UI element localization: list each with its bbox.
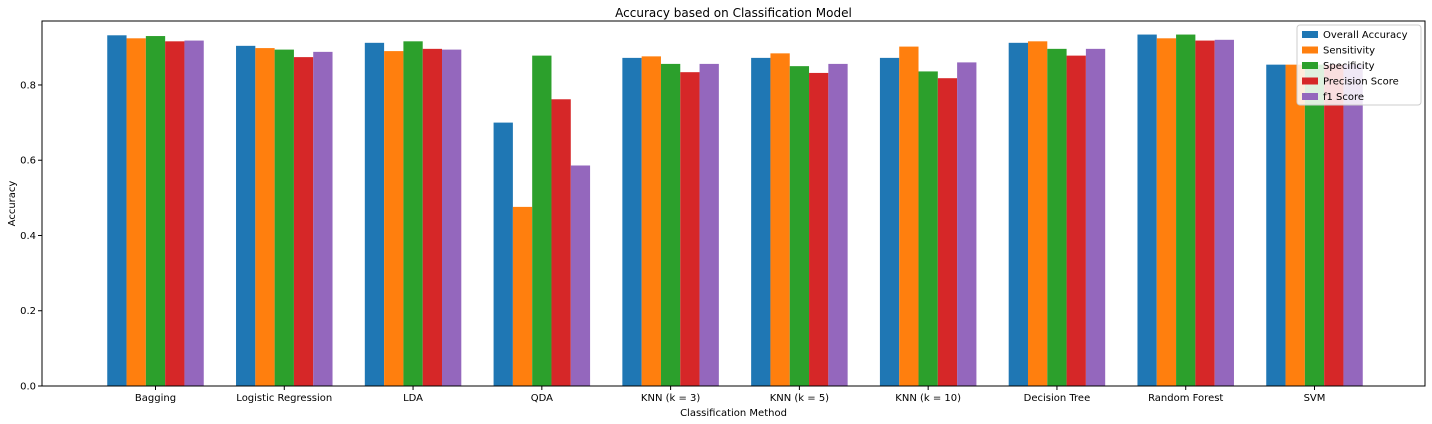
bar-f1-score-7 bbox=[1085, 48, 1106, 386]
x-tick-label: Random Forest bbox=[1148, 393, 1223, 404]
x-tick-label: Decision Tree bbox=[1024, 393, 1091, 404]
bar-sensitivity-0 bbox=[126, 38, 146, 387]
bars-layer bbox=[107, 34, 1363, 387]
legend: Overall Accuracy Sensitivity Specificity Pr… bbox=[1296, 24, 1422, 106]
x-tick-label: Logistic Regression bbox=[236, 393, 332, 404]
bar-sensitivity-1 bbox=[255, 48, 275, 387]
bar-f1-score-3 bbox=[570, 165, 591, 386]
legend-swatch bbox=[1302, 93, 1318, 100]
y-tick-label: 0.0 bbox=[20, 382, 36, 393]
bar-overall-accuracy-7 bbox=[1008, 42, 1028, 386]
bar-precision-score-0 bbox=[165, 41, 185, 386]
bar-precision-score-3 bbox=[551, 99, 571, 387]
bar-sensitivity-7 bbox=[1027, 41, 1048, 386]
bar-overall-accuracy-1 bbox=[236, 45, 256, 387]
y-tick-label: 0.8 bbox=[20, 80, 36, 91]
x-axis: Bagging Logistic Regression LDA QDA KNN (k =… bbox=[135, 386, 1325, 404]
bar-f1-score-4 bbox=[699, 63, 719, 387]
bar-precision-score-7 bbox=[1066, 55, 1086, 387]
bar-overall-accuracy-3 bbox=[493, 122, 513, 386]
bar-f1-score-0 bbox=[184, 40, 204, 386]
legend-swatch bbox=[1302, 46, 1318, 54]
y-axis-label: Accuracy bbox=[7, 181, 18, 227]
bar-specificity-7 bbox=[1047, 48, 1067, 386]
x-tick-label: LDA bbox=[403, 393, 423, 404]
bar-precision-score-9 bbox=[1324, 64, 1344, 387]
legend-swatch bbox=[1302, 77, 1318, 85]
bar-overall-accuracy-2 bbox=[364, 42, 385, 386]
bar-precision-score-5 bbox=[809, 72, 829, 387]
bar-specificity-0 bbox=[145, 36, 166, 387]
bar-specificity-6 bbox=[918, 71, 938, 387]
bar-f1-score-9 bbox=[1343, 64, 1363, 387]
y-tick-label: 0.2 bbox=[20, 306, 36, 317]
bar-precision-score-6 bbox=[937, 78, 958, 386]
x-tick-label: KNN (k = 10) bbox=[895, 393, 961, 404]
bar-overall-accuracy-8 bbox=[1137, 34, 1157, 387]
bar-sensitivity-6 bbox=[899, 46, 919, 387]
x-tick-label: QDA bbox=[531, 393, 553, 404]
bar-precision-score-1 bbox=[293, 57, 314, 387]
bar-sensitivity-5 bbox=[770, 53, 790, 387]
bar-specificity-8 bbox=[1176, 34, 1196, 387]
legend-entry: Overall Accuracy bbox=[1323, 30, 1408, 41]
bar-precision-score-2 bbox=[422, 48, 443, 386]
bar-sensitivity-4 bbox=[641, 56, 661, 387]
bar-specificity-5 bbox=[789, 66, 810, 387]
bar-specificity-3 bbox=[532, 55, 552, 387]
bar-f1-score-5 bbox=[828, 63, 848, 387]
bar-f1-score-2 bbox=[442, 49, 462, 386]
legend-box bbox=[1296, 24, 1422, 106]
bar-overall-accuracy-0 bbox=[107, 35, 127, 387]
bar-precision-score-8 bbox=[1195, 40, 1215, 386]
plot-frame bbox=[41, 20, 1426, 387]
x-tick-label: KNN (k = 5) bbox=[770, 393, 829, 404]
bar-overall-accuracy-4 bbox=[622, 57, 642, 386]
x-tick-label: KNN (k = 3) bbox=[641, 393, 700, 404]
bar-f1-score-1 bbox=[313, 51, 333, 387]
x-tick-label: Bagging bbox=[135, 393, 176, 404]
bar-specificity-9 bbox=[1304, 64, 1325, 387]
bar-sensitivity-8 bbox=[1156, 38, 1177, 387]
bar-specificity-4 bbox=[660, 63, 681, 387]
x-axis-label: Classification Method bbox=[680, 408, 787, 419]
x-tick-label: SVM bbox=[1304, 393, 1326, 404]
y-axis: 0.0 0.2 0.4 0.6 0.8 bbox=[20, 80, 42, 393]
bar-specificity-1 bbox=[274, 49, 294, 386]
bar-overall-accuracy-9 bbox=[1266, 64, 1286, 387]
legend-entry: Sensitivity bbox=[1323, 46, 1375, 57]
legend-swatch bbox=[1302, 62, 1318, 69]
bar-sensitivity-2 bbox=[384, 51, 404, 386]
y-tick-label: 0.6 bbox=[20, 156, 36, 167]
bar-sensitivity-3 bbox=[512, 206, 533, 386]
y-tick-label: 0.4 bbox=[20, 231, 36, 242]
bar-f1-score-8 bbox=[1214, 39, 1234, 387]
legend-entry: f1 Score bbox=[1323, 92, 1364, 103]
legend-entry: Precision Score bbox=[1323, 77, 1399, 88]
bar-f1-score-6 bbox=[957, 62, 977, 386]
bar-precision-score-4 bbox=[680, 72, 700, 387]
bar-overall-accuracy-6 bbox=[879, 57, 900, 386]
bar-sensitivity-9 bbox=[1285, 64, 1305, 387]
bar-overall-accuracy-5 bbox=[751, 57, 771, 386]
legend-swatch bbox=[1302, 31, 1318, 38]
chart-title: Accuracy based on Classification Model bbox=[615, 6, 852, 20]
bar-specificity-2 bbox=[403, 41, 423, 386]
legend-entry: Specificity bbox=[1323, 61, 1375, 72]
